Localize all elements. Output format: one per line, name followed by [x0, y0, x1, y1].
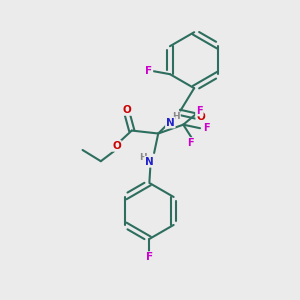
Text: N: N	[166, 118, 175, 128]
Text: H: H	[172, 112, 180, 121]
Text: O: O	[123, 105, 132, 115]
Text: H: H	[139, 153, 147, 162]
Text: O: O	[112, 141, 121, 151]
Text: F: F	[145, 66, 152, 76]
Text: O: O	[196, 112, 205, 122]
Text: F: F	[196, 106, 203, 116]
Text: N: N	[145, 157, 154, 167]
Text: F: F	[202, 123, 209, 133]
Text: F: F	[187, 138, 194, 148]
Text: F: F	[146, 252, 153, 262]
